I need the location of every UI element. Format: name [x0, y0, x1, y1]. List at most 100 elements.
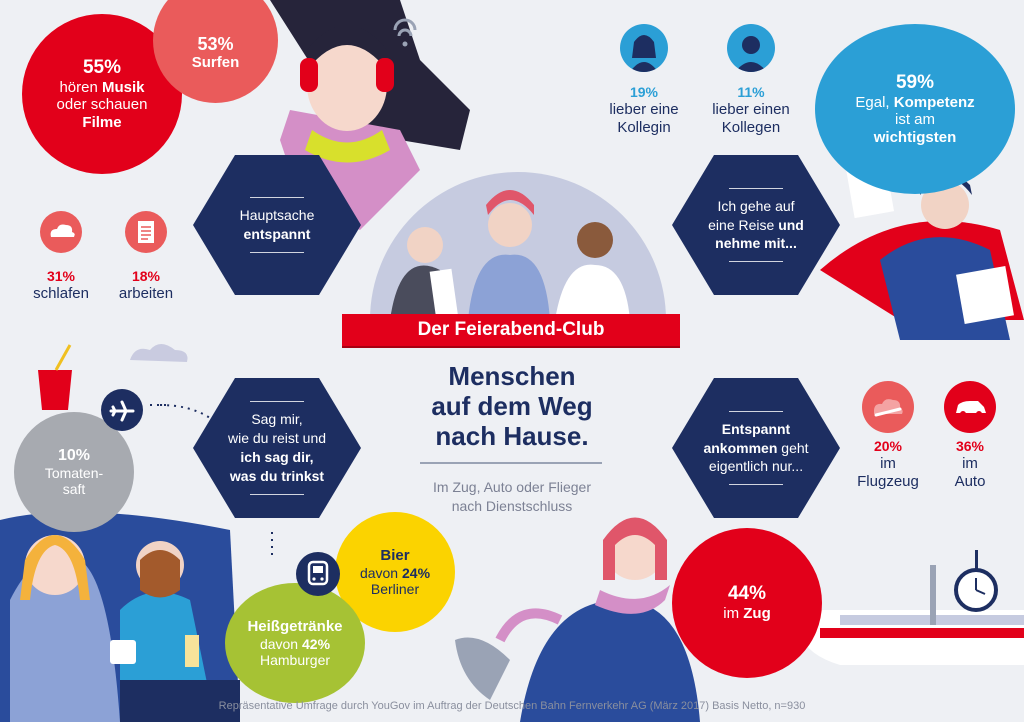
- title-line-1: Menschen: [448, 361, 576, 391]
- stat-competence-line-1: Egal, Kompetenz: [855, 94, 975, 112]
- hex-rule: [729, 261, 783, 263]
- stat-competence-line-2: ist am: [894, 111, 935, 129]
- stat-train-line-1: im Zug: [723, 605, 771, 623]
- stat-plane: 20% im Flugzeug: [842, 438, 934, 491]
- subtitle: Im Zug, Auto oder Flieger nach Dienstsch…: [400, 478, 624, 516]
- hex-drink-text: Sag mir, wie du reist und ich sag dir, was …: [227, 411, 327, 484]
- stat-music-pct: 55%: [82, 57, 122, 79]
- sleep-cloud-icon: [40, 211, 82, 253]
- title-divider: [420, 462, 602, 464]
- airplane-icon: [101, 389, 143, 431]
- hex-rule: [250, 401, 304, 403]
- stat-car-pct: 36%: [955, 438, 985, 454]
- title-line-2: auf dem Weg: [431, 390, 593, 421]
- hex-shape: [193, 378, 361, 518]
- train-illustration: [798, 550, 1024, 665]
- stat-surf-label: Surfen: [191, 54, 240, 72]
- banner-text: Der Feierabend-Club: [417, 319, 605, 340]
- couple-illustration: [0, 512, 240, 722]
- subtitle-line-2: nach Dienstschluss: [451, 497, 573, 514]
- stat-female-pct: 19%: [629, 84, 659, 100]
- hex-rule: [250, 493, 304, 495]
- stat-work: 18% arbeiten: [103, 268, 189, 303]
- car-icon: [944, 381, 996, 433]
- stat-car: 36% im Auto: [930, 438, 1010, 491]
- traveler-illustration: [455, 517, 700, 722]
- hex-trip-text: Ich gehe auf eine Reise und nehme mit...: [708, 197, 804, 252]
- stat-female-line-2: Kollegin: [617, 118, 671, 136]
- hex-rule: [250, 251, 304, 253]
- title-line-3: nach Hause.: [435, 420, 589, 451]
- stat-music-line-3: Filme: [82, 113, 122, 131]
- stat-plane-line-2: Flugzeug: [857, 472, 919, 490]
- stat-beer-line-1: Bier: [380, 547, 410, 565]
- woman-avatar-icon: [620, 24, 668, 72]
- man-avatar-glyph: [735, 36, 767, 72]
- stat-plane-pct: 20%: [873, 438, 903, 454]
- hex-relax: Hauptsache entspannt: [193, 155, 361, 295]
- hex-trip: Ich gehe auf eine Reise und nehme mit...: [672, 155, 840, 295]
- page-title: Menschen auf dem Weg nach Hause.: [412, 361, 612, 452]
- hex-rule: [729, 410, 783, 412]
- woman-avatar-glyph: [630, 35, 658, 72]
- stat-hot-line-2: davon 42%: [259, 635, 331, 652]
- hex-rule: [250, 197, 304, 199]
- superhero-illustration: [820, 161, 1024, 340]
- car-glyph: [956, 401, 986, 417]
- hex-shape: [193, 155, 361, 295]
- stat-sleep-pct: 31%: [46, 268, 76, 284]
- stat-hot-circle: Heißgetränke davon 42% Hamburger: [225, 583, 365, 703]
- stat-car-line-2: Auto: [954, 472, 986, 490]
- commuters-illustration: [370, 172, 666, 322]
- stat-music-line-1: hören Musik: [59, 79, 145, 97]
- hex-drink: Sag mir, wie du reist und ich sag dir, was …: [193, 378, 361, 518]
- stat-competence-line-3: wichtigsten: [873, 128, 957, 146]
- drink-cloud-illustration: [38, 344, 273, 560]
- hex-relax-text: Hauptsache entspannt: [239, 207, 315, 242]
- stat-car-line-1: im: [962, 454, 978, 472]
- stat-tomato-line-2: saft: [62, 481, 86, 498]
- train-glyph: [307, 560, 329, 586]
- subtitle-line-1: Im Zug, Auto oder Flieger: [433, 479, 591, 495]
- footer-note: Repräsentative Umfrage durch YouGov im A…: [218, 700, 806, 712]
- document-glyph: [138, 221, 154, 243]
- stat-train-circle: 44% im Zug: [672, 528, 822, 678]
- stat-male-line-1: lieber einen: [712, 100, 790, 118]
- stat-tomato-pct: 10%: [57, 446, 91, 464]
- stat-female-line-1: lieber eine: [609, 100, 679, 118]
- stat-work-label: arbeiten: [118, 284, 174, 302]
- hex-rule: [729, 484, 783, 486]
- hex-arrive-text: Entspannt ankommen geht eigentlich nur...: [703, 420, 809, 475]
- stat-surf-pct: 53%: [197, 33, 234, 54]
- plane-cloud-glyph: [874, 399, 903, 417]
- stat-beer-line-3: Berliner: [370, 580, 420, 597]
- stat-female: 19% lieber eine Kollegin: [594, 84, 694, 137]
- stat-surf-circle: 53% Surfen: [153, 0, 278, 103]
- plane-cloud-icon: [862, 381, 914, 433]
- stat-sleep: 31% schlafen: [18, 268, 104, 303]
- stat-tomato-circle: 10% Tomaten- saft: [14, 412, 134, 532]
- hex-shape: [672, 378, 840, 518]
- stat-hot-line-3: Hamburger: [259, 651, 331, 668]
- stat-tomato-line-1: Tomaten-: [44, 465, 104, 482]
- stat-male-line-2: Kollegen: [721, 118, 781, 136]
- train-icon: [296, 552, 340, 596]
- stat-work-pct: 18%: [131, 268, 161, 284]
- airplane-glyph: [109, 400, 135, 422]
- hex-arrive: Entspannt ankommen geht eigentlich nur...: [672, 378, 840, 518]
- stat-beer-line-2: davon 24%: [359, 564, 431, 581]
- title-banner: Der Feierabend-Club: [342, 314, 680, 346]
- stat-plane-line-1: im: [880, 454, 896, 472]
- hex-shape: [672, 155, 840, 295]
- stat-sleep-label: schlafen: [33, 284, 89, 302]
- stat-music-line-2: oder schauen: [56, 96, 148, 114]
- stat-competence-pct: 59%: [895, 72, 935, 94]
- sleep-cloud-glyph: [50, 224, 75, 237]
- document-icon: [125, 211, 167, 253]
- hex-rule: [729, 187, 783, 189]
- stat-competence-circle: 59% Egal, Kompetenz ist am wichtigsten: [815, 24, 1015, 194]
- stat-male: 11% lieber einen Kollegen: [700, 84, 802, 137]
- stat-male-pct: 11%: [737, 84, 765, 100]
